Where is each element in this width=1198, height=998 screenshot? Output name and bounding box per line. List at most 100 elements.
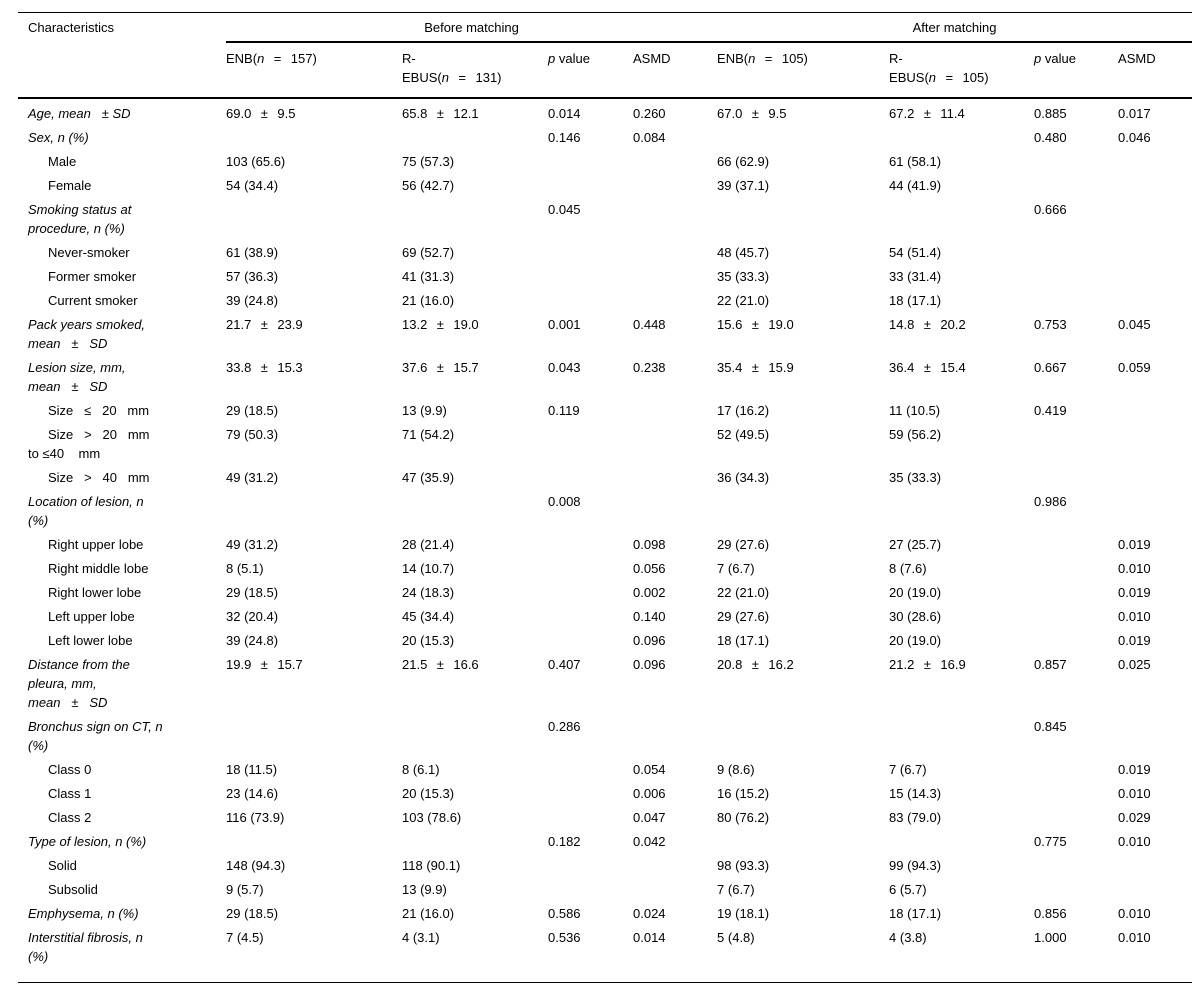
table-cell: 20 (19.0)	[889, 633, 942, 648]
table-cell: 0.014	[548, 106, 581, 121]
table-cell: 15 (14.3)	[889, 786, 942, 801]
table-cell: 0.024	[633, 906, 666, 921]
table-row: Size ≤ 20 mm 29 (18.5) 13 (9.9) 0.119 17 (16…	[18, 399, 1192, 423]
column-header-row: ENB(n = 157) R- EBUS(n = 131) p value ASMD E…	[18, 42, 1193, 99]
table-row: Size > 20 mm to ≤40 mm 79 (50.3) 71 (54.2)…	[18, 423, 1192, 466]
table-cell: 7 (6.7)	[717, 561, 755, 576]
table-cell: 39 (24.8)	[226, 293, 279, 308]
table-cell	[1118, 198, 1192, 241]
table-cell	[633, 466, 717, 490]
table-cell: 8 (7.6)	[889, 561, 927, 576]
table-cell	[226, 198, 402, 241]
table-cell: 0.019	[1118, 633, 1151, 648]
table-cell: 0.146	[548, 130, 581, 145]
table-cell	[402, 126, 548, 150]
row-label: Current smoker	[48, 293, 138, 308]
table-cell: 0.407	[548, 657, 581, 672]
table-cell: 0.017	[1118, 106, 1151, 121]
table-cell: 69.0 ± 9.5	[226, 106, 296, 121]
table-cell	[633, 854, 717, 878]
column-header-text: ASMD	[633, 51, 671, 66]
table-cell: 4 (3.1)	[402, 930, 440, 945]
table-cell	[1034, 150, 1118, 174]
table-cell	[633, 715, 717, 758]
table-cell: 0.480	[1034, 130, 1067, 145]
table-cell: 71 (54.2)	[402, 427, 455, 442]
table-cell: 21.7 ± 23.9	[226, 317, 303, 332]
table-cell: 0.008	[548, 494, 581, 509]
table-cell: 0.056	[633, 561, 666, 576]
table-cell: 0.986	[1034, 494, 1067, 509]
column-header-text: ENB(	[226, 51, 258, 66]
table-cell: 61 (58.1)	[889, 154, 942, 169]
table-cell: 103 (65.6)	[226, 154, 286, 169]
table-cell: 0.775	[1034, 834, 1067, 849]
table-row: Never-smoker 61 (38.9) 69 (52.7) 48 (45.7) 5…	[18, 241, 1192, 265]
table-cell: 29 (27.6)	[717, 609, 770, 624]
table-cell: 18 (17.1)	[717, 633, 770, 648]
table-cell: 20.8 ± 16.2	[717, 657, 794, 672]
table-cell: 28 (21.4)	[402, 537, 455, 552]
table-cell: 0.019	[1118, 537, 1151, 552]
table-cell: 35 (33.3)	[717, 269, 770, 284]
table-cell: 0.260	[633, 106, 666, 121]
table-cell: 35.4 ± 15.9	[717, 360, 794, 375]
table-cell	[633, 423, 717, 466]
table-cell	[548, 241, 633, 265]
table-cell: 83 (79.0)	[889, 810, 942, 825]
table-cell: 5 (4.8)	[717, 930, 755, 945]
table-cell	[548, 782, 633, 806]
table-cell	[889, 198, 1034, 241]
table-row: Class 1 23 (14.6) 20 (15.3) 0.006 16 (15.2) 1…	[18, 782, 1192, 806]
table-row: Location of lesion, n (%) 0.008 0.986	[18, 490, 1192, 533]
table-cell: 0.238	[633, 360, 666, 375]
table-cell: 0.885	[1034, 106, 1067, 121]
table-cell: 0.010	[1118, 609, 1151, 624]
row-label: Right middle lobe	[48, 561, 149, 576]
table-cell: 0.045	[548, 202, 581, 217]
row-label: Sex, n (%)	[28, 130, 89, 145]
table-cell: 37.6 ± 15.7	[402, 360, 479, 375]
table-cell	[548, 533, 633, 557]
table-cell: 24 (18.3)	[402, 585, 455, 600]
table-cell: 8 (5.1)	[226, 561, 264, 576]
table-cell	[1034, 241, 1118, 265]
table-cell	[402, 715, 548, 758]
table-cell: 0.002	[633, 585, 666, 600]
table-cell: 0.010	[1118, 786, 1151, 801]
table-cell	[548, 758, 633, 782]
table-cell: 20 (15.3)	[402, 786, 455, 801]
column-header-text: = 105)	[755, 51, 808, 66]
table-cell: 0.182	[548, 834, 581, 849]
table-cell: 21.2 ± 16.9	[889, 657, 966, 672]
table-row: Current smoker 39 (24.8) 21 (16.0) 22 (21.0…	[18, 289, 1192, 313]
column-header-text: = 105)	[936, 70, 989, 85]
table-cell	[1118, 150, 1192, 174]
table-cell	[633, 265, 717, 289]
table-cell: 0.448	[633, 317, 666, 332]
table-cell: 0.098	[633, 537, 666, 552]
table-cell: 56 (42.7)	[402, 178, 455, 193]
table-cell: 1.000	[1034, 930, 1067, 945]
table-cell: 29 (27.6)	[717, 537, 770, 552]
table-cell: 0.140	[633, 609, 666, 624]
column-header: p value	[1034, 42, 1119, 99]
row-label: Never-smoker	[48, 245, 130, 260]
table-cell: 66 (62.9)	[717, 154, 770, 169]
table-cell	[548, 878, 633, 902]
row-label: Class 1	[48, 786, 92, 801]
table-cell: 17 (16.2)	[717, 403, 770, 418]
table-cell: 0.856	[1034, 906, 1067, 921]
row-label: Location of lesion, n (%)	[28, 494, 144, 528]
table-cell	[633, 878, 717, 902]
table-row: Size > 40 mm 49 (31.2) 47 (35.9) 36 (34.3) 3…	[18, 466, 1192, 490]
table-cell: 103 (78.6)	[402, 810, 462, 825]
row-label: Lesion size, mm, mean ± SD	[28, 360, 126, 394]
table-cell	[1118, 174, 1192, 198]
row-label: Interstitial fibrosis, n (%)	[28, 930, 143, 964]
column-header: ASMD	[1118, 42, 1193, 99]
table-cell: 21 (16.0)	[402, 906, 455, 921]
table-cell: 29 (18.5)	[226, 403, 279, 418]
table-cell: 0.059	[1118, 360, 1151, 375]
table-cell: 65.8 ± 12.1	[402, 106, 479, 121]
